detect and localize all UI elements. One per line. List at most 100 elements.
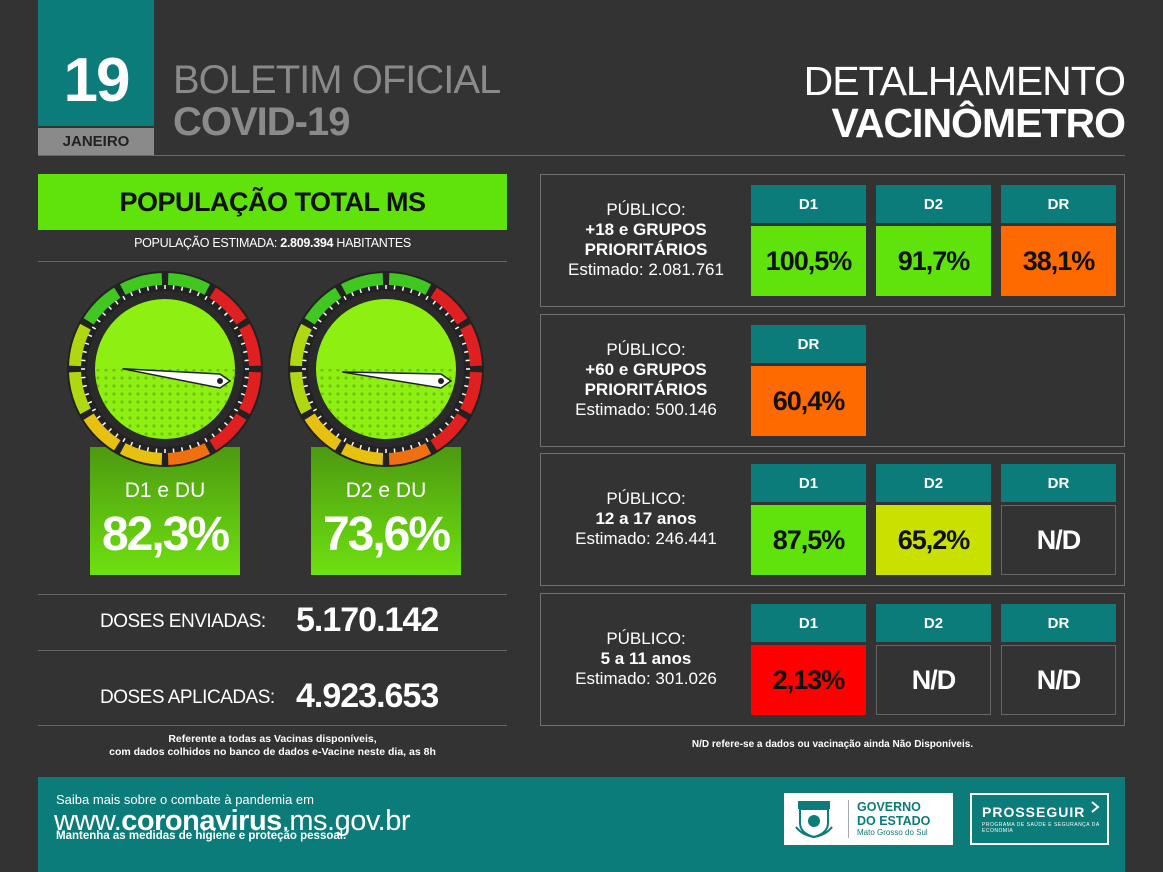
divider (38, 650, 507, 651)
dose-header-dr: DR (1001, 185, 1116, 223)
gauge-segment (340, 273, 384, 295)
gauge-tick (343, 437, 347, 443)
gauge-tick (189, 444, 192, 450)
gauge-segment (460, 323, 482, 367)
dose-value-dr: 38,1% (1001, 226, 1116, 296)
gauge-tick (87, 400, 93, 404)
gauge-tick (450, 415, 455, 419)
gauge-tick (146, 286, 150, 291)
gauge-tick (211, 433, 215, 438)
gauge-tick (336, 433, 340, 438)
gauge-tick (102, 421, 107, 426)
gauge-column (311, 447, 461, 575)
group-audience-line: +60 e GRUPOS (585, 359, 707, 379)
gauge-tick (461, 342, 467, 345)
gauge-tick (438, 306, 443, 311)
gauge-tick (401, 447, 405, 452)
footer-line1: Saiba mais sobre o combate à pandemia em (56, 792, 314, 807)
gauge-d2-value: 73,6% (322, 508, 451, 561)
prosseguir-subtitle: PROGRAMA DE SAÚDE E SEGURANÇA DA ECONOMI… (982, 822, 1100, 834)
gauge-tick (243, 350, 248, 354)
gauge-tick (84, 393, 90, 396)
population-estimate: POPULAÇÃO ESTIMADA: 2.809.394 HABITANTES (38, 236, 507, 256)
group-description: PÚBLICO: 12 a 17 anos Estimado: 246.441 (541, 489, 751, 549)
group-estimate: Estimado: 301.026 (575, 668, 717, 688)
group-panel: PÚBLICO: 12 a 17 anos Estimado: 246.441 D1 8… (540, 453, 1125, 586)
gauge-tick (425, 437, 429, 443)
gauge-tick (312, 326, 318, 330)
footer-url-link[interactable]: www.coronavirus.ms.gov.br (54, 805, 411, 838)
gauge-tick (367, 447, 371, 452)
gauge-tick (444, 421, 449, 426)
group-description: PÚBLICO: 5 a 11 anos Estimado: 301.026 (541, 629, 751, 689)
population-banner: POPULAÇÃO TOTAL MS (38, 174, 507, 230)
gauge-tick (91, 408, 97, 412)
dose-value-dr: N/D (1001, 505, 1116, 575)
doses-applied-value: 4.923.653 (296, 677, 439, 715)
gauge-tick (305, 393, 311, 396)
left-footnote-line2: com dados colhidos no banco de dados e-V… (109, 746, 436, 758)
chevron-right-icon (1091, 801, 1100, 813)
dose-value-d1: 100,5% (751, 226, 866, 296)
gauge-tick (211, 300, 215, 305)
gauge-tick (138, 444, 141, 450)
gauge-segment (430, 287, 468, 325)
gauge-face-pattern (316, 369, 456, 439)
gauge-segment (167, 443, 211, 465)
gauge-segment (83, 413, 121, 451)
gauge-needle (122, 367, 232, 389)
gauge-d1-value: 82,3% (101, 508, 230, 561)
gauge-segment (304, 413, 342, 451)
group-audience-line: 5 a 11 anos (600, 648, 692, 668)
gauge-tick (323, 312, 328, 317)
gauge-tick (454, 408, 460, 412)
group-estimate: Estimado: 500.146 (575, 399, 717, 419)
gauge-tick (464, 350, 469, 354)
gauge-column (90, 447, 240, 575)
gauges-graphic (67, 271, 484, 575)
group-audience-line: PÚBLICO: (606, 199, 686, 219)
population-estimate-value: 2.809.394 (280, 236, 334, 250)
gauge-tick (432, 300, 436, 305)
government-logo: GOVERNO DO ESTADO Mato Grosso do Sul (784, 793, 953, 845)
gauge-tick (82, 384, 87, 388)
gauge-segment (290, 371, 312, 415)
population-estimate-unit: HABITANTES (336, 236, 411, 250)
gauge-tick (410, 288, 413, 294)
gauge-tick (303, 350, 308, 354)
gauge-tick (122, 295, 126, 301)
gauge-tick (323, 421, 328, 426)
nd-note: N/D refere-se a dados ou vacinação ainda… (691, 739, 974, 750)
gauge-segment (167, 273, 211, 295)
state-crest-icon (795, 801, 833, 839)
bulletin-subtitle: COVID-19 (173, 100, 350, 144)
bulletin-title: BOLETIM OFICIAL (173, 58, 501, 102)
header-divider (38, 155, 1125, 156)
gauge-tick (223, 421, 228, 426)
dose-header-dr: DR (751, 325, 866, 363)
gauge-segment (119, 443, 163, 465)
footer: Saiba mais sobre o combate à pandemia em… (38, 777, 1125, 872)
gauge-tick (450, 319, 455, 323)
doses-sent-value: 5.170.142 (296, 601, 439, 639)
dose-header-d2: D2 (876, 604, 991, 642)
gauge-tick (82, 350, 87, 354)
gauge-face-pattern (95, 369, 235, 439)
dose-value-d2: N/D (876, 645, 991, 715)
group-description: PÚBLICO: +18 e GRUPOS PRIORITÁRIOS Estimado… (541, 200, 751, 280)
prosseguir-logo: PROSSEGUIR PROGRAMA DE SAÚDE E SEGURANÇA… (970, 793, 1109, 845)
dose-header-d2: D2 (876, 185, 991, 223)
gauge-d2 (288, 271, 484, 575)
gauge-tick (130, 441, 134, 447)
group-audience-line: +18 e GRUPOS (585, 219, 707, 239)
group-audience-line: PRIORITÁRIOS (584, 379, 708, 399)
gauge-segment (460, 371, 482, 415)
gov-line2: DO ESTADO (857, 814, 931, 828)
divider (38, 261, 507, 262)
gauge-d2-text: D2 e DU 73,6% (311, 455, 461, 575)
gauge-tick (102, 312, 107, 317)
dose-value-dr: N/D (1001, 645, 1116, 715)
gauge-segment (340, 443, 384, 465)
gauge-segment (119, 273, 163, 295)
gauge-tick (336, 300, 340, 305)
